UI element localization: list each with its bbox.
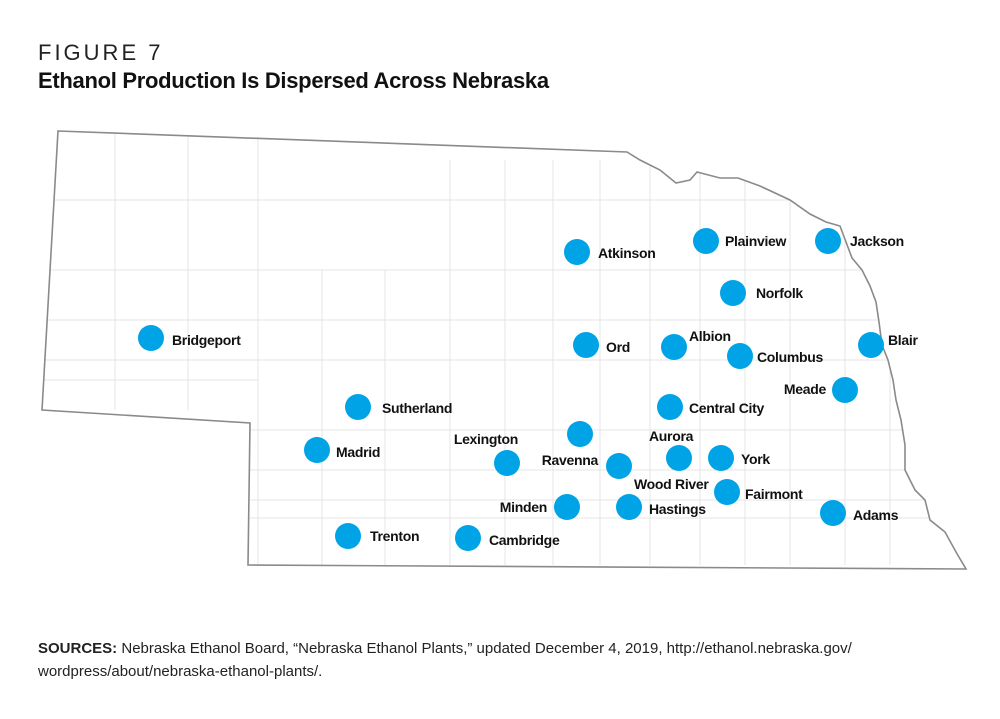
plant-marker-york[interactable] xyxy=(708,445,734,471)
plant-marker-wood-river[interactable] xyxy=(606,453,632,479)
city-label-atkinson: Atkinson xyxy=(598,245,656,261)
city-label-hastings: Hastings xyxy=(649,501,706,517)
city-label-central-city: Central City xyxy=(689,400,764,416)
plant-marker-central-city[interactable] xyxy=(657,394,683,420)
figure-label: FIGURE 7 xyxy=(38,40,164,65)
plant-marker-bridgeport[interactable] xyxy=(138,325,164,351)
plant-marker-hastings[interactable] xyxy=(616,494,642,520)
city-label-minden: Minden xyxy=(500,499,547,515)
city-label-plainview: Plainview xyxy=(725,233,787,249)
plant-marker-cambridge[interactable] xyxy=(455,525,481,551)
plant-marker-plainview[interactable] xyxy=(693,228,719,254)
figure-title: Ethanol Production Is Dispersed Across N… xyxy=(38,68,549,93)
plant-marker-sutherland[interactable] xyxy=(345,394,371,420)
city-label-madrid: Madrid xyxy=(336,444,380,460)
city-label-ord: Ord xyxy=(606,339,630,355)
plant-marker-columbus[interactable] xyxy=(727,343,753,369)
plant-marker-jackson[interactable] xyxy=(815,228,841,254)
plant-marker-aurora[interactable] xyxy=(666,445,692,471)
plant-marker-trenton[interactable] xyxy=(335,523,361,549)
city-label-york: York xyxy=(741,451,770,467)
plant-marker-blair[interactable] xyxy=(858,332,884,358)
state-outline xyxy=(41,130,968,570)
city-label-blair: Blair xyxy=(888,332,918,348)
plant-marker-madrid[interactable] xyxy=(304,437,330,463)
city-label-meade: Meade xyxy=(784,381,827,397)
city-label-aurora: Aurora xyxy=(649,428,694,444)
plant-marker-minden[interactable] xyxy=(554,494,580,520)
city-label-trenton: Trenton xyxy=(370,528,419,544)
city-label-adams: Adams xyxy=(853,507,899,523)
plant-marker-meade[interactable] xyxy=(832,377,858,403)
city-label-ravenna: Ravenna xyxy=(542,452,599,468)
city-label-columbus: Columbus xyxy=(757,349,824,365)
sources-note: SOURCES: Nebraska Ethanol Board, “Nebras… xyxy=(38,637,968,683)
city-label-wood-river: Wood River xyxy=(634,476,709,492)
city-label-cambridge: Cambridge xyxy=(489,532,560,548)
city-label-bridgeport: Bridgeport xyxy=(172,332,241,348)
sources-text: Nebraska Ethanol Board, “Nebraska Ethano… xyxy=(38,640,852,680)
city-label-fairmont: Fairmont xyxy=(745,486,803,502)
plant-marker-albion[interactable] xyxy=(661,334,687,360)
city-label-norfolk: Norfolk xyxy=(756,285,803,301)
sources-label: SOURCES: xyxy=(38,640,118,657)
city-label-sutherland: Sutherland xyxy=(382,400,452,416)
plant-marker-ord[interactable] xyxy=(573,332,599,358)
plant-marker-adams[interactable] xyxy=(820,500,846,526)
plant-marker-fairmont[interactable] xyxy=(714,479,740,505)
city-label-jackson: Jackson xyxy=(850,233,904,249)
plant-marker-ravenna[interactable] xyxy=(567,421,593,447)
plant-marker-atkinson[interactable] xyxy=(564,239,590,265)
plant-marker-norfolk[interactable] xyxy=(720,280,746,306)
city-label-albion: Albion xyxy=(689,328,731,344)
plant-marker-lexington[interactable] xyxy=(494,450,520,476)
city-label-lexington: Lexington xyxy=(454,431,518,447)
